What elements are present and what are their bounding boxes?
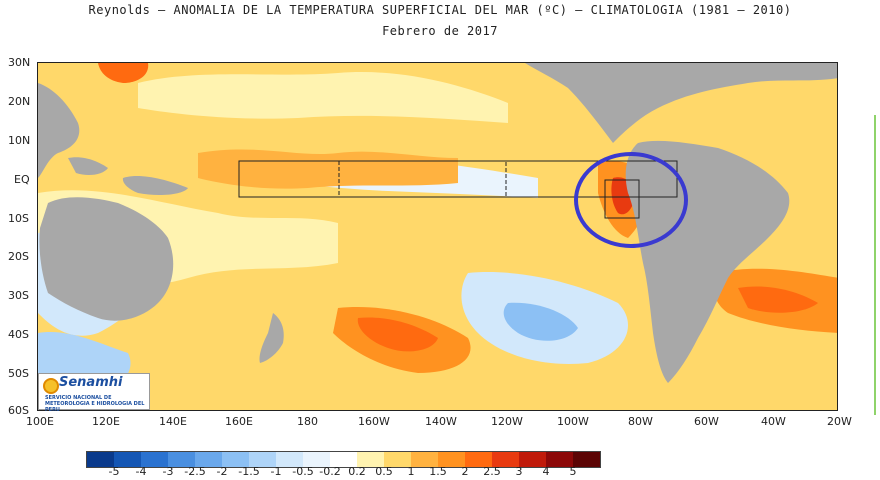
nino3-region-box — [338, 160, 507, 198]
colorbar-cell — [438, 452, 465, 467]
lon-label: 100W — [557, 415, 589, 428]
lat-label: 10S — [8, 212, 29, 225]
lat-label: 40S — [8, 328, 29, 341]
lat-label: 30S — [8, 289, 29, 302]
colorbar-cell — [141, 452, 168, 467]
land-australia — [39, 197, 174, 321]
sun-icon — [43, 378, 59, 394]
lon-label: 120W — [491, 415, 523, 428]
colorbar-cell — [303, 452, 330, 467]
colorbar-tick-label: -5 — [108, 465, 120, 478]
colorbar-tick-label: 5 — [569, 465, 577, 478]
colorbar-tick-label: 2.5 — [483, 465, 501, 478]
colorbar-tick-label: -3 — [162, 465, 174, 478]
lon-label: 100E — [26, 415, 54, 428]
colorbar-tick-label: 1.5 — [429, 465, 447, 478]
colorbar-cell — [195, 452, 222, 467]
lon-label: 80W — [628, 415, 653, 428]
land-new-zealand — [259, 313, 284, 363]
lat-label: 50S — [8, 367, 29, 380]
colorbar-tick-label: 0.5 — [375, 465, 393, 478]
map-title: Reynolds – ANOMALIA DE LA TEMPERATURA SU… — [88, 3, 792, 17]
map-subtitle: Febrero de 2017 — [382, 24, 498, 38]
lat-label: 30N — [8, 56, 31, 69]
anomaly-hot-south-pacific — [357, 317, 438, 352]
lat-label: 60S — [8, 404, 29, 417]
logo-subtitle: SERVICIO NACIONAL DE METEOROLOGIA E HIDR… — [45, 395, 145, 413]
lon-label: 120E — [92, 415, 120, 428]
senamhi-logo: Senamhi SERVICIO NACIONAL DE METEOROLOGI… — [38, 373, 150, 413]
lon-label: 180 — [297, 415, 318, 428]
anomaly-cool-core — [503, 302, 578, 341]
colorbar-tick-label: -1.5 — [238, 465, 260, 478]
colorbar-cell — [411, 452, 438, 467]
colorbar-cell — [87, 452, 114, 467]
land-southeast-asia — [38, 83, 80, 178]
colorbar-cell — [114, 452, 141, 467]
lon-label: 160E — [225, 415, 253, 428]
lat-label: EQ — [14, 173, 30, 186]
colorbar-cell — [465, 452, 492, 467]
lon-label: 40W — [761, 415, 786, 428]
colorbar-tick-label: -2 — [216, 465, 228, 478]
lon-label: 160W — [358, 415, 390, 428]
colorbar-tick-label: -4 — [135, 465, 147, 478]
highlight-circle — [574, 152, 688, 248]
nino12-region-box — [604, 179, 640, 219]
colorbar-tick-label: 1 — [407, 465, 415, 478]
lat-label: 20N — [8, 95, 31, 108]
logo-name: Senamhi — [59, 375, 123, 390]
colorbar-cell — [492, 452, 519, 467]
land-borneo — [68, 157, 108, 176]
lon-label: 60W — [694, 415, 719, 428]
colorbar-tick-label: 3 — [515, 465, 523, 478]
land-new-guinea — [122, 176, 188, 196]
colorbar-tick-label: -0.2 — [319, 465, 341, 478]
lon-label: 140E — [159, 415, 187, 428]
colorbar-tick-label: 2 — [461, 465, 469, 478]
colorbar-cell — [384, 452, 411, 467]
colorbar-tick-label: 4 — [542, 465, 550, 478]
colorbar-cell — [222, 452, 249, 467]
lon-label: 140W — [425, 415, 457, 428]
sst-anomaly-map — [37, 62, 838, 411]
lon-label: 20W — [827, 415, 852, 428]
colorbar — [86, 451, 601, 468]
nino34-region-box — [238, 160, 678, 198]
land-north-america — [525, 63, 837, 143]
lat-label: 10N — [8, 134, 31, 147]
anomaly-near-zero-north — [138, 72, 508, 123]
colorbar-cell — [168, 452, 195, 467]
anomaly-warm-equatorial — [198, 149, 458, 189]
colorbar-cell — [276, 452, 303, 467]
anomaly-hot-northwest — [98, 63, 149, 83]
lat-label: 20S — [8, 250, 29, 263]
colorbar-tick-label: -2.5 — [184, 465, 206, 478]
colorbar-cell — [357, 452, 384, 467]
anomaly-hot-south-atlantic — [738, 286, 818, 313]
colorbar-cell — [546, 452, 573, 467]
side-divider — [874, 115, 876, 415]
colorbar-tick-label: 0.2 — [348, 465, 366, 478]
colorbar-cell — [573, 452, 600, 467]
colorbar-cell — [519, 452, 546, 467]
colorbar-cell — [330, 452, 357, 467]
map-canvas — [38, 63, 837, 410]
colorbar-cell — [249, 452, 276, 467]
colorbar-tick-label: -1 — [270, 465, 282, 478]
land-south-america — [625, 140, 790, 383]
colorbar-tick-label: -0.5 — [292, 465, 314, 478]
